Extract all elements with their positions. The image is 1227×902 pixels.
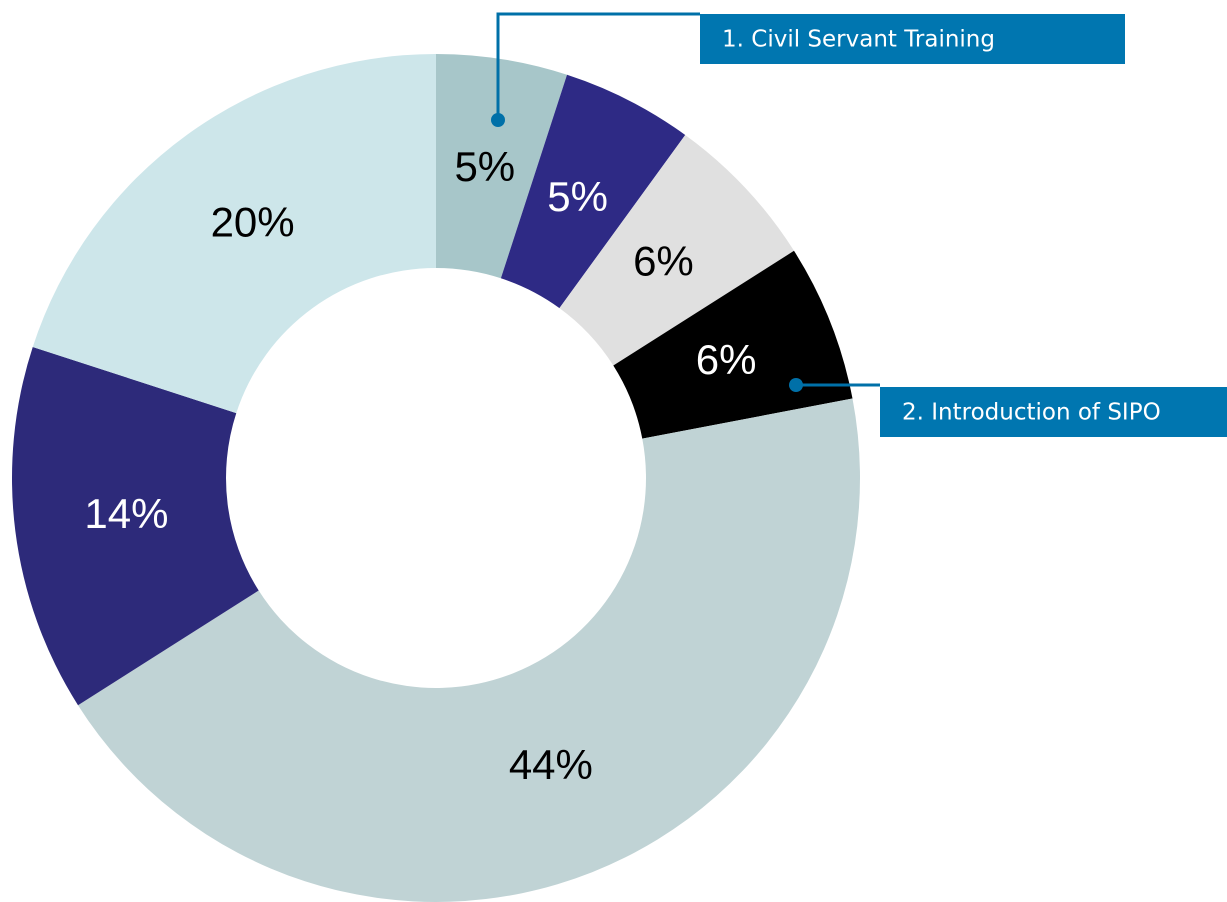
callout-label: 1. Civil Servant Training	[722, 27, 995, 53]
value-label: 6%	[696, 336, 757, 383]
slice	[12, 346, 259, 706]
callout-box	[700, 14, 1125, 64]
slice	[559, 134, 794, 366]
slice	[32, 54, 436, 414]
slice	[78, 398, 861, 902]
value-label: 6%	[633, 238, 694, 285]
leader-line	[496, 12, 700, 120]
value-label: 14%	[84, 490, 168, 537]
value-label: 5%	[454, 143, 515, 190]
leader-dot	[789, 378, 803, 392]
value-label: 5%	[547, 173, 608, 220]
leader-dot	[491, 113, 505, 127]
value-label: 20%	[211, 199, 295, 246]
slice	[613, 250, 853, 439]
callout-label: 2. Introduction of SIPO	[902, 400, 1161, 426]
slice	[436, 54, 568, 279]
slice	[500, 74, 686, 309]
callout-box	[880, 387, 1227, 437]
value-label: 44%	[509, 741, 593, 788]
